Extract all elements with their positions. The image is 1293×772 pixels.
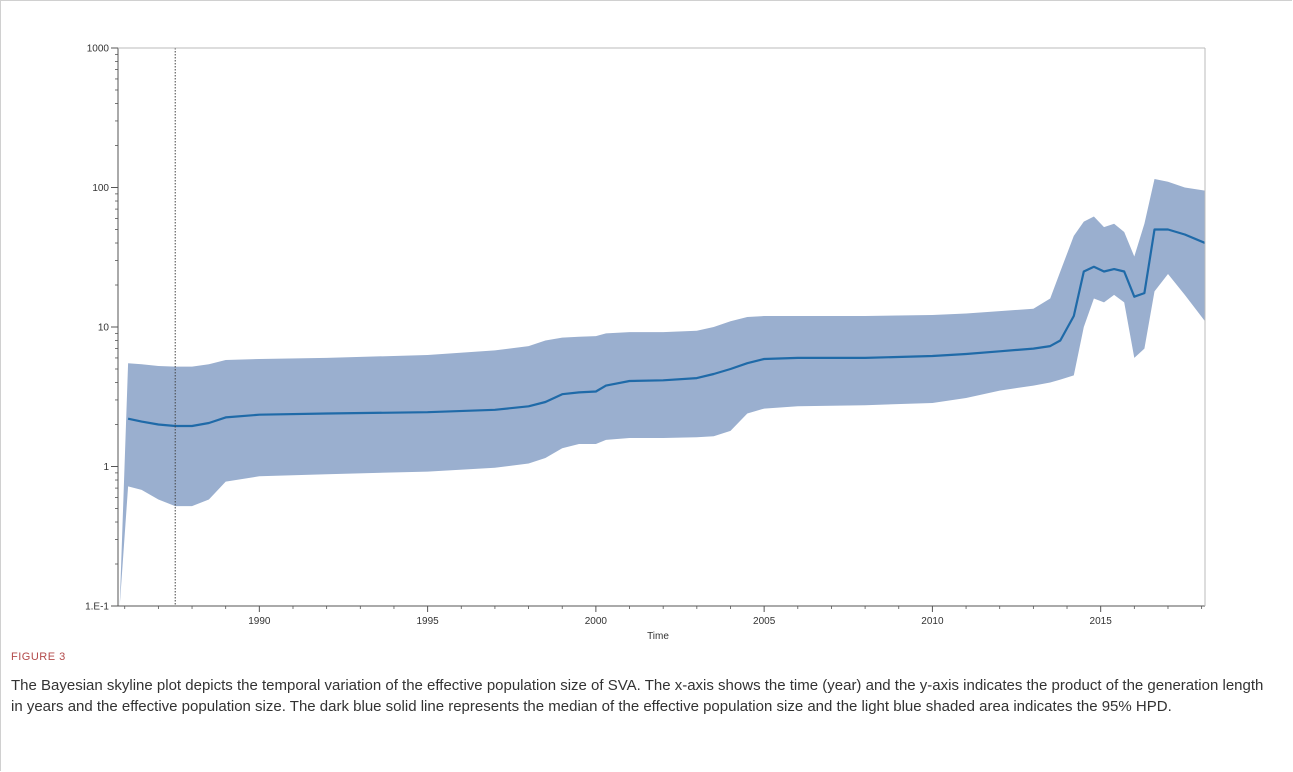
median-line-layer <box>127 228 1205 428</box>
figure-label: FIGURE 3 <box>11 651 66 663</box>
x-tick-label: 2000 <box>585 616 608 627</box>
x-tick-label: 2010 <box>921 616 944 627</box>
y-tick-label: 10 <box>98 323 110 334</box>
x-axis-label: Time <box>647 631 669 642</box>
axes-layer: 1.E-1 1 10 100 1000 1990 1995 2000 2005 2010 2015 <box>85 44 1206 627</box>
y-tick-label: 1 <box>103 462 109 473</box>
y-tick-label: 1000 <box>87 44 110 55</box>
hpd-band <box>119 179 1205 606</box>
figure-caption: The Bayesian skyline plot depicts the te… <box>11 677 1264 715</box>
x-tick-label: 1995 <box>416 616 439 627</box>
hpd-band-layer <box>119 179 1205 606</box>
median-line <box>127 228 1205 428</box>
x-tick-label: 2015 <box>1090 616 1113 627</box>
x-tick-label: 2005 <box>753 616 776 627</box>
x-tick-label: 1990 <box>248 616 271 627</box>
y-tick-label: 100 <box>92 183 109 194</box>
y-tick-label: 1.E-1 <box>85 602 109 613</box>
